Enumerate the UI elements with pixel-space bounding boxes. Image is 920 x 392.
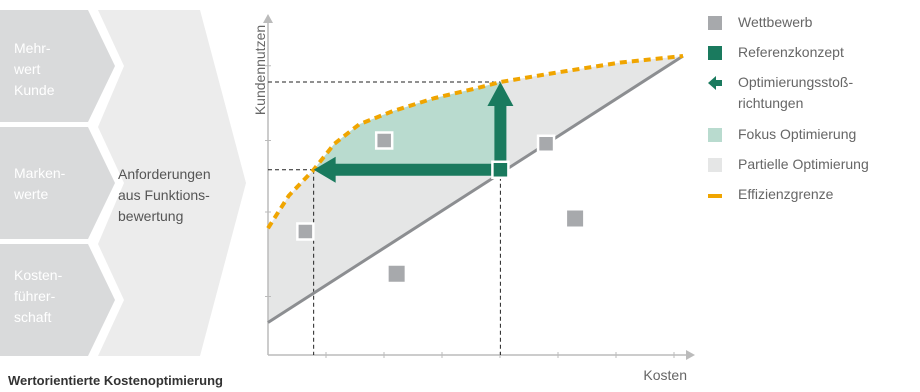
wettbewerb-point (374, 131, 394, 150)
optimization-arrow-benefit (487, 82, 514, 170)
fokus-optimierung-swatch (708, 128, 722, 142)
legend-item-fokus-optimierung: Fokus Optimierung (708, 122, 918, 152)
legend-label-wettbewerb: Wettbewerb (738, 14, 813, 30)
legend: Wettbewerb Referenzkonzept Optimierungss… (708, 10, 918, 212)
legend-item-effizienzgrenze: Effizienzgrenze (708, 182, 918, 212)
legend-item-referenzkonzept: Referenzkonzept (708, 40, 918, 70)
chevron-label-mehrwert-kunde: Mehr- wert Kunde (14, 40, 55, 98)
focus-optimization-area (313, 82, 501, 170)
referenzkonzept-point (491, 160, 510, 179)
y-axis-label: Kundennutzen (255, 25, 268, 115)
wettbewerb-point (296, 222, 315, 241)
legend-item-partielle-optimierung: Partielle Optimierung (708, 152, 918, 182)
optimization-arrow-cost (313, 156, 501, 183)
chevron-label-markenwerte: Marken- werte (14, 165, 66, 202)
partielle-optimierung-swatch (708, 158, 722, 172)
wettbewerb-point (536, 134, 556, 153)
chevron-markenwerte (0, 127, 115, 239)
left-panel: Mehr- wert Kunde Marken- werte Kosten- f… (0, 0, 260, 370)
legend-label-fokus-optimierung: Fokus Optimierung (738, 126, 857, 142)
x-axis-label: Kosten (643, 367, 687, 383)
legend-item-wettbewerb: Wettbewerb (708, 10, 918, 40)
legend-label-referenzkonzept: Referenzkonzept (738, 44, 844, 60)
legend-item-optimierungsrichtungen: Optimierungsstoß- richtungen (708, 70, 918, 122)
partial-optimization-baseline (267, 54, 684, 324)
legend-label-effizienzgrenze: Effizienzgrenze (738, 186, 834, 202)
effizienzgrenze-swatch (708, 194, 722, 198)
legend-label-partielle-optimierung: Partielle Optimierung (738, 156, 869, 172)
legend-label-optimierungsrichtungen: Optimierungsstoß- richtungen (738, 74, 854, 111)
big-chevron (98, 10, 246, 356)
wettbewerb-point (567, 210, 584, 227)
chevron-kostenfuehrerschaft (0, 244, 115, 356)
arrow-left-icon (708, 76, 722, 90)
chevron-mehrwert-kunde (0, 10, 115, 122)
x-axis-arrowhead (686, 350, 695, 360)
efficiency-frontier-line (266, 54, 684, 230)
wettbewerb-point (388, 265, 405, 282)
wettbewerb-swatch (708, 16, 722, 30)
referenzkonzept-swatch (708, 46, 722, 60)
y-axis-arrowhead (263, 14, 273, 23)
requirements-text: Anforderungen aus Funktions- bewertung (118, 166, 211, 224)
chart: Kundennutzen Kosten (255, 14, 695, 383)
caption: Wertorientierte Kostenoptimierung (8, 373, 224, 388)
chevron-label-kostenfuehrerschaft: Kosten- führer- schaft (14, 267, 63, 325)
chevron-shapes (0, 10, 246, 356)
